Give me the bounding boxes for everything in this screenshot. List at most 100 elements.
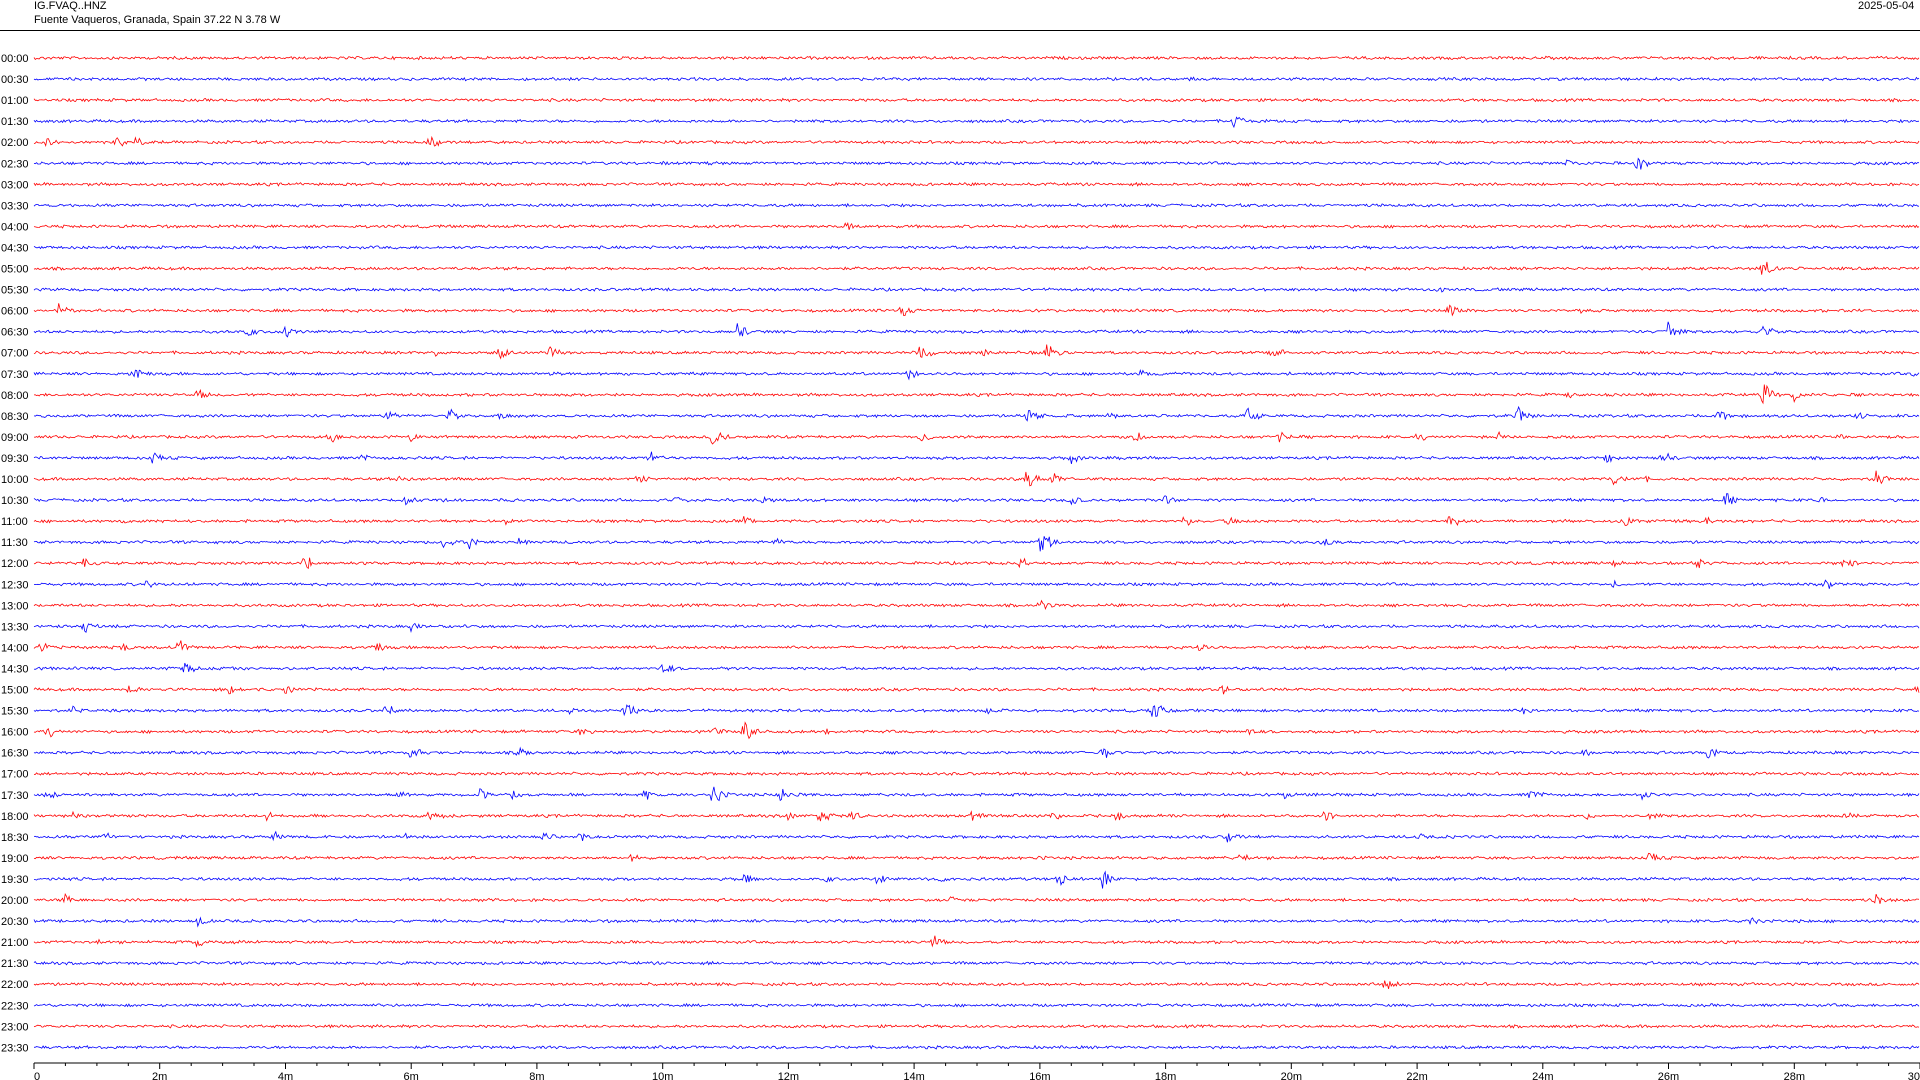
- trace-row-0700: [33, 344, 1920, 360]
- row-label-0330: 03:30: [1, 200, 29, 212]
- x-tick-label: 28m: [1784, 1071, 1805, 1080]
- row-label-2300: 23:00: [1, 1021, 29, 1033]
- row-label-0200: 02:00: [1, 137, 29, 149]
- row-label-1630: 16:30: [1, 748, 29, 760]
- x-tick-label: 8m: [529, 1071, 544, 1080]
- row-label-0000: 00:00: [1, 53, 29, 65]
- row-label-1800: 18:00: [1, 811, 29, 823]
- trace-row-0400: [33, 221, 1920, 230]
- trace-row-0100: [33, 97, 1920, 103]
- row-label-0800: 08:00: [1, 390, 29, 402]
- trace-row-0130: [33, 116, 1920, 129]
- trace-row-0200: [33, 135, 1920, 147]
- row-label-1030: 10:30: [1, 495, 29, 507]
- x-tick-label: 30: [1908, 1071, 1920, 1080]
- row-label-1700: 17:00: [1, 769, 29, 781]
- x-tick-label: 22m: [1406, 1071, 1427, 1080]
- trace-row-1400: [33, 640, 1920, 652]
- row-label-2330: 23:30: [1, 1042, 29, 1054]
- x-tick-label: 20m: [1281, 1071, 1302, 1080]
- row-label-1100: 11:00: [1, 516, 28, 528]
- row-label-2030: 20:30: [1, 916, 29, 928]
- trace-row-1730: [33, 786, 1920, 802]
- row-label-0900: 09:00: [1, 432, 29, 444]
- row-label-0130: 01:30: [1, 116, 29, 128]
- trace-row-2300: [33, 1023, 1920, 1029]
- trace-row-2000: [33, 892, 1920, 904]
- trace-row-0030: [33, 76, 1920, 82]
- x-tick-label: 2m: [152, 1071, 167, 1080]
- row-label-0830: 08:30: [1, 411, 29, 423]
- row-label-0730: 07:30: [1, 369, 29, 381]
- trace-row-2100: [33, 935, 1920, 948]
- row-label-0600: 06:00: [1, 306, 29, 318]
- x-tick-label: 24m: [1532, 1071, 1553, 1080]
- trace-row-0730: [33, 368, 1920, 381]
- row-label-0100: 01:00: [1, 95, 29, 107]
- row-label-1930: 19:30: [1, 874, 29, 886]
- trace-row-1100: [33, 516, 1920, 527]
- row-time-labels: 00:00 00:30 01:00 01:30 02:00 02:30 03:00 03:30…: [1, 53, 29, 1054]
- row-label-1300: 13:00: [1, 600, 29, 612]
- trace-row-2330: [33, 1044, 1920, 1050]
- row-label-0030: 00:30: [1, 74, 29, 86]
- trace-row-0900: [33, 431, 1920, 445]
- row-label-1130: 11:30: [1, 537, 28, 549]
- trace-row-2200: [33, 980, 1920, 990]
- trace-row-1130: [33, 536, 1920, 552]
- trace-row-0330: [33, 202, 1920, 208]
- trace-row-1300: [33, 599, 1920, 610]
- x-tick-label: 18m: [1155, 1071, 1176, 1080]
- trace-row-0300: [33, 181, 1920, 187]
- row-label-1900: 19:00: [1, 853, 29, 865]
- row-label-0700: 07:00: [1, 348, 29, 360]
- row-label-1530: 15:30: [1, 706, 29, 718]
- trace-row-0800: [33, 384, 1920, 405]
- trace-row-1000: [33, 470, 1920, 487]
- helicorder-plot: 00:00 00:30 01:00 01:30 02:00 02:30 03:00 03:30…: [1, 53, 1920, 1080]
- trace-row-1900: [33, 852, 1920, 862]
- row-label-0930: 09:30: [1, 453, 29, 465]
- trace-row-0600: [33, 303, 1920, 317]
- trace-row-1700: [33, 771, 1920, 777]
- trace-row-1330: [33, 622, 1920, 634]
- trace-row-0230: [33, 157, 1920, 170]
- x-tick-label: 6m: [404, 1071, 419, 1080]
- row-label-0230: 02:30: [1, 158, 29, 170]
- trace-row-2130: [33, 960, 1920, 966]
- trace-row-0430: [33, 245, 1920, 250]
- row-label-1200: 12:00: [1, 558, 29, 570]
- station-location: Fuente Vaqueros, Granada, Spain 37.22 N …: [34, 14, 281, 26]
- trace-row-1430: [33, 662, 1920, 673]
- station-code: IG.FVAQ..HNZ: [34, 0, 107, 12]
- record-date: 2025-05-04: [1858, 0, 1915, 12]
- row-label-1230: 12:30: [1, 579, 29, 591]
- x-tick-label: 26m: [1658, 1071, 1679, 1080]
- trace-row-0000: [33, 55, 1920, 61]
- x-tick-label: 0: [34, 1071, 40, 1080]
- row-label-1600: 16:00: [1, 727, 29, 739]
- x-tick-label: 14m: [903, 1071, 924, 1080]
- trace-row-1030: [33, 493, 1920, 506]
- row-label-0400: 04:00: [1, 221, 29, 233]
- trace-row-1230: [33, 579, 1920, 589]
- trace-row-2230: [33, 1002, 1920, 1008]
- trace-row-1500: [33, 684, 1920, 695]
- row-label-2230: 22:30: [1, 1000, 29, 1012]
- row-label-0300: 03:00: [1, 179, 29, 191]
- x-tick-label: 12m: [778, 1071, 799, 1080]
- row-label-1430: 14:30: [1, 664, 29, 676]
- row-label-1000: 10:00: [1, 474, 29, 486]
- row-label-0500: 05:00: [1, 264, 29, 276]
- x-tick-label: 16m: [1029, 1071, 1050, 1080]
- trace-row-1600: [33, 721, 1920, 740]
- row-label-0530: 05:30: [1, 285, 29, 297]
- trace-row-2030: [33, 916, 1920, 928]
- row-label-1830: 18:30: [1, 832, 29, 844]
- trace-row-1530: [33, 704, 1920, 717]
- row-label-2100: 21:00: [1, 937, 29, 949]
- row-label-1330: 13:30: [1, 621, 29, 633]
- row-label-0630: 06:30: [1, 327, 29, 339]
- trace-row-1200: [33, 557, 1920, 570]
- trace-row-1930: [33, 870, 1920, 889]
